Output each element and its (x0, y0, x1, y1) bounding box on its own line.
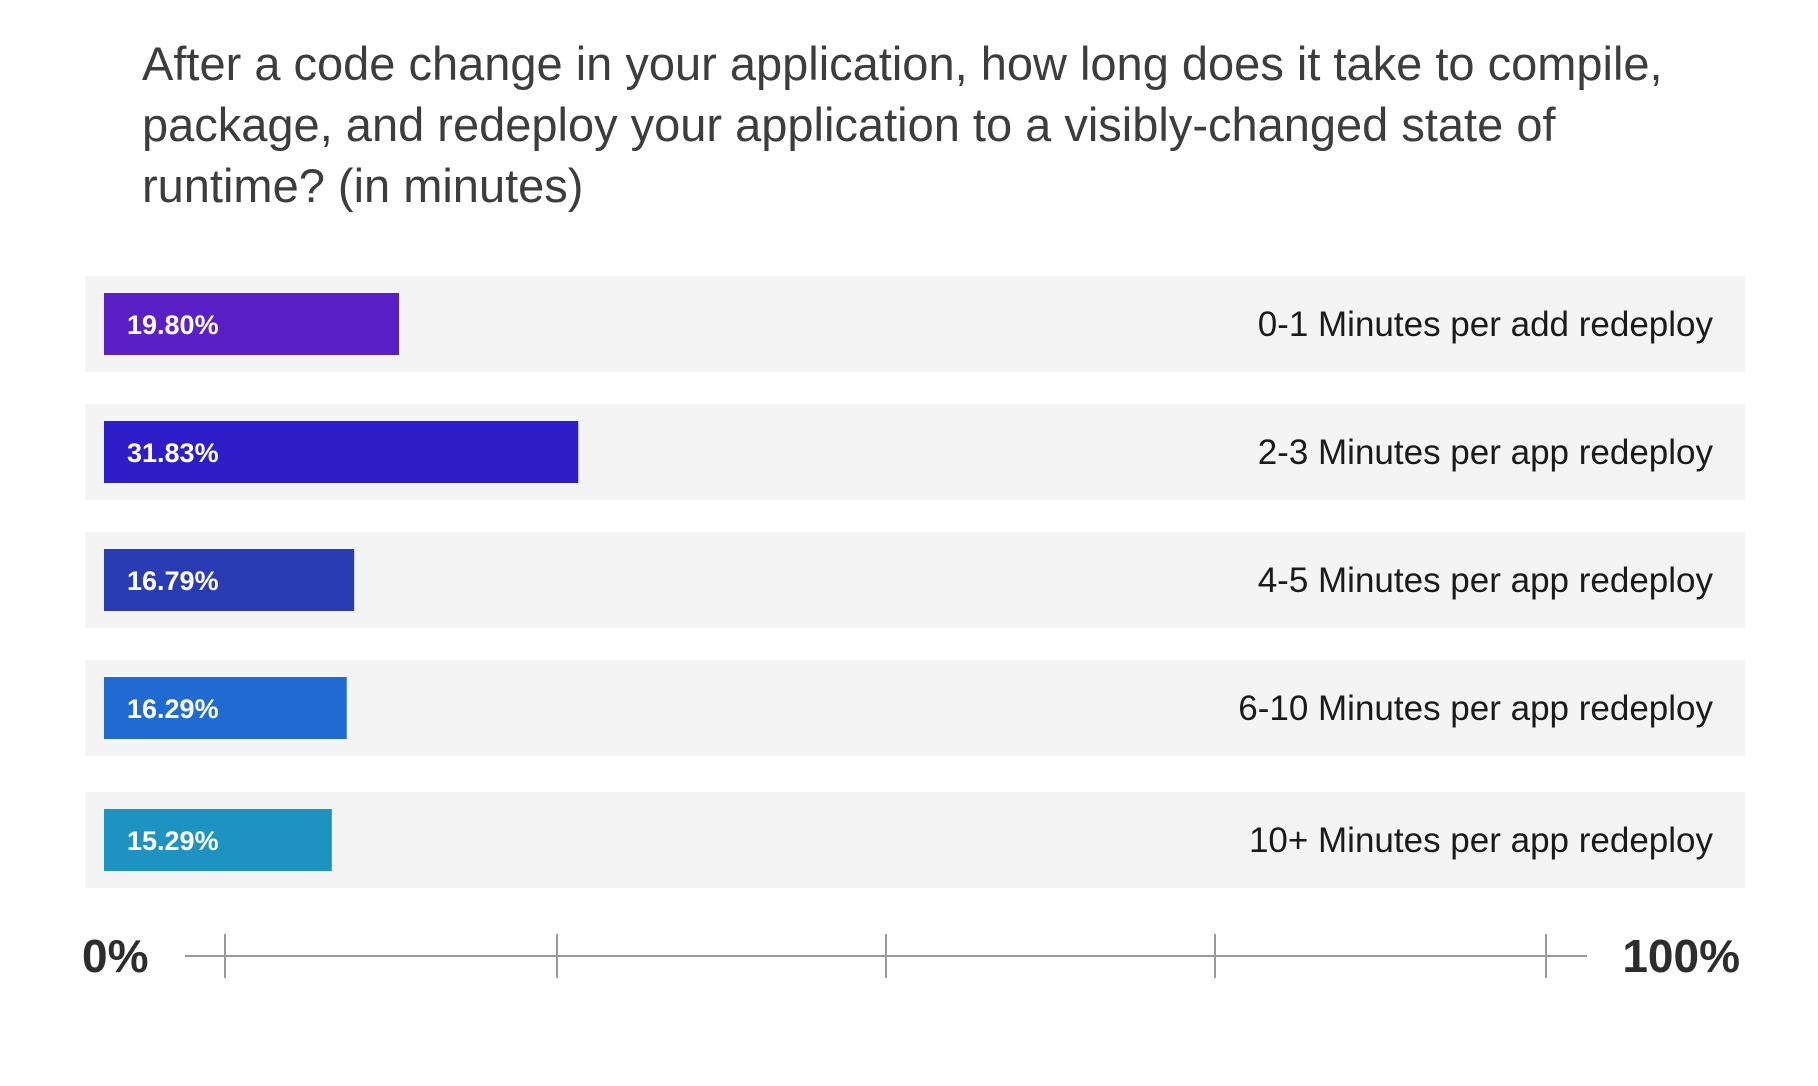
category-label: 2-3 Minutes per app redeploy (1258, 433, 1714, 472)
bar-row-background (85, 660, 1745, 756)
bar-row-background (85, 792, 1745, 888)
chart-title-line-1: After a code change in your application,… (142, 37, 1663, 90)
category-label: 0-1 Minutes per add redeploy (1258, 305, 1714, 344)
chart-rows: 19.80% 0-1 Minutes per add redeploy 31.83%… (85, 276, 1745, 888)
category-label: 4-5 Minutes per app redeploy (1258, 561, 1714, 600)
chart-title-line-2: package, and redeploy your application t… (142, 98, 1556, 151)
x-axis-ticks (224, 934, 1547, 978)
bar-row-background (85, 532, 1745, 628)
bar-value-label: 19.80% (127, 310, 219, 340)
bar (104, 293, 400, 355)
bar-value-label: 15.29% (127, 826, 219, 856)
category-label: 6-10 Minutes per app redeploy (1238, 689, 1713, 728)
bar-value-label: 31.83% (127, 438, 219, 468)
bar (104, 677, 347, 739)
category-label: 10+ Minutes per app redeploy (1249, 821, 1714, 860)
axis-min-label: 0% (82, 930, 148, 982)
bar (104, 549, 355, 611)
bar-value-label: 16.29% (127, 694, 219, 724)
chart-title-line-3: runtime? (in minutes) (142, 159, 583, 212)
axis-max-label: 100% (1622, 930, 1740, 982)
bar (104, 809, 332, 871)
chart-title: After a code change in your application,… (142, 37, 1663, 212)
bar (104, 421, 579, 483)
bar-value-label: 16.79% (127, 566, 219, 596)
x-axis: 0% 100% (82, 930, 1740, 982)
